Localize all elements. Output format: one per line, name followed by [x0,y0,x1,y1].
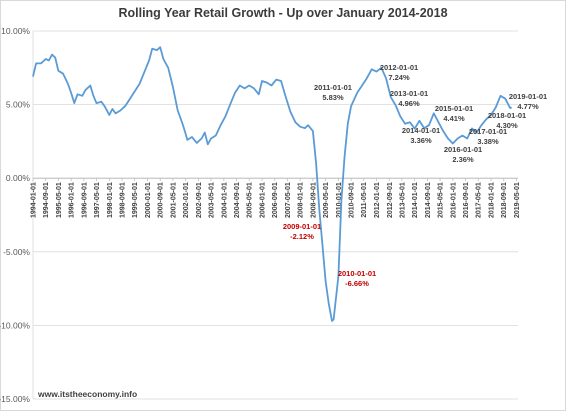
annotation-value: 2.36% [452,155,474,164]
annotation-date: 2017-01-01 [469,127,507,136]
x-tick-label: 2006-01-01 [260,182,267,218]
annotation-value: 4.41% [443,114,465,123]
x-tick-label: 2016-01-01 [450,182,457,218]
x-tick-label: 1994-01-01 [31,182,38,218]
footer-url: www.itstheeconomy.info [38,389,138,399]
x-tick-label: 2018-09-01 [501,182,508,218]
x-tick-label: 2015-05-01 [438,182,445,218]
x-tick-label: 1995-05-01 [56,182,63,218]
x-tick-label: 2005-05-01 [247,182,254,218]
x-tick-label: 2014-09-01 [425,182,432,218]
x-tick-label: 1997-05-01 [94,182,101,218]
annotation-date: 2011-01-01 [314,83,352,92]
series-line [32,46,512,322]
x-tick-label: 2012-09-01 [387,182,394,218]
x-tick-label: 1994-09-01 [43,182,50,218]
x-tick-label: 2002-01-01 [183,182,190,218]
x-tick-label: 2018-01-01 [489,182,496,218]
x-tick-label: 2007-05-01 [285,182,292,218]
x-tick-label: 2017-05-01 [476,182,483,218]
y-tick-label: -15.00% [0,394,30,404]
x-tick-label: 2000-01-01 [145,182,152,218]
x-tick-label: 2008-01-01 [298,182,305,218]
annotation-value: 7.24% [388,73,410,82]
annotation-value: 5.83% [322,93,344,102]
x-tick-label: 2002-09-01 [196,182,203,218]
x-tick-label: 2009-05-01 [323,182,330,218]
annotation-date: 2009-01-01 [283,222,321,231]
x-tick-label: 1996-09-01 [81,182,88,218]
annotation-value: -2.12% [290,232,314,241]
annotation-date: 2012-01-01 [380,63,418,72]
annotation-date: 2016-01-01 [444,145,482,154]
annotation-date: 2019-01-01 [509,92,547,101]
annotation-date: 2010-01-01 [338,269,376,278]
x-tick-label: 2014-01-01 [412,182,419,218]
annotation-value: 4.77% [517,102,539,111]
x-tick-label: 2013-05-01 [399,182,406,218]
x-tick-label: 1996-01-01 [69,182,76,218]
x-tick-label: 2016-09-01 [463,182,470,218]
x-tick-label: 2004-01-01 [221,182,228,218]
x-tick-label: 2003-05-01 [209,182,216,218]
y-tick-label: -10.00% [0,320,30,330]
x-tick-label: 2019-05-01 [514,182,521,218]
chart-title: Rolling Year Retail Growth - Up over Jan… [118,6,448,20]
x-tick-label: 2000-09-01 [158,182,165,218]
x-tick-label: 2012-01-01 [374,182,381,218]
annotation-date: 2014-01-01 [402,126,440,135]
x-tick-label: 1998-01-01 [107,182,114,218]
x-tick-label: 2006-09-01 [272,182,279,218]
annotation-value: 4.30% [496,121,518,130]
x-tick-label: 1999-05-01 [132,182,139,218]
y-tick-label: 0.00% [6,173,31,183]
annotation-value: 4.96% [398,99,420,108]
x-tick-label: 2001-05-01 [170,182,177,218]
annotation-date: 2015-01-01 [435,104,473,113]
x-tick-label: 2004-09-01 [234,182,241,218]
annotation-date: 2013-01-01 [390,89,428,98]
x-tick-label: 2011-05-01 [361,182,368,218]
annotation-value: -6.66% [345,279,369,288]
y-tick-label: 10.00% [1,26,30,36]
annotation-value: 3.38% [477,137,499,146]
y-tick-label: -5.00% [3,247,30,257]
annotation-date: 2018-01-01 [488,111,526,120]
x-tick-label: 2010-09-01 [349,182,356,218]
x-tick-label: 2010-01-01 [336,182,343,218]
x-tick-label: 1998-09-01 [120,182,127,218]
x-tick-label: 2008-09-01 [310,182,317,218]
y-tick-label: 5.00% [6,100,31,110]
annotation-value: 3.36% [410,136,432,145]
